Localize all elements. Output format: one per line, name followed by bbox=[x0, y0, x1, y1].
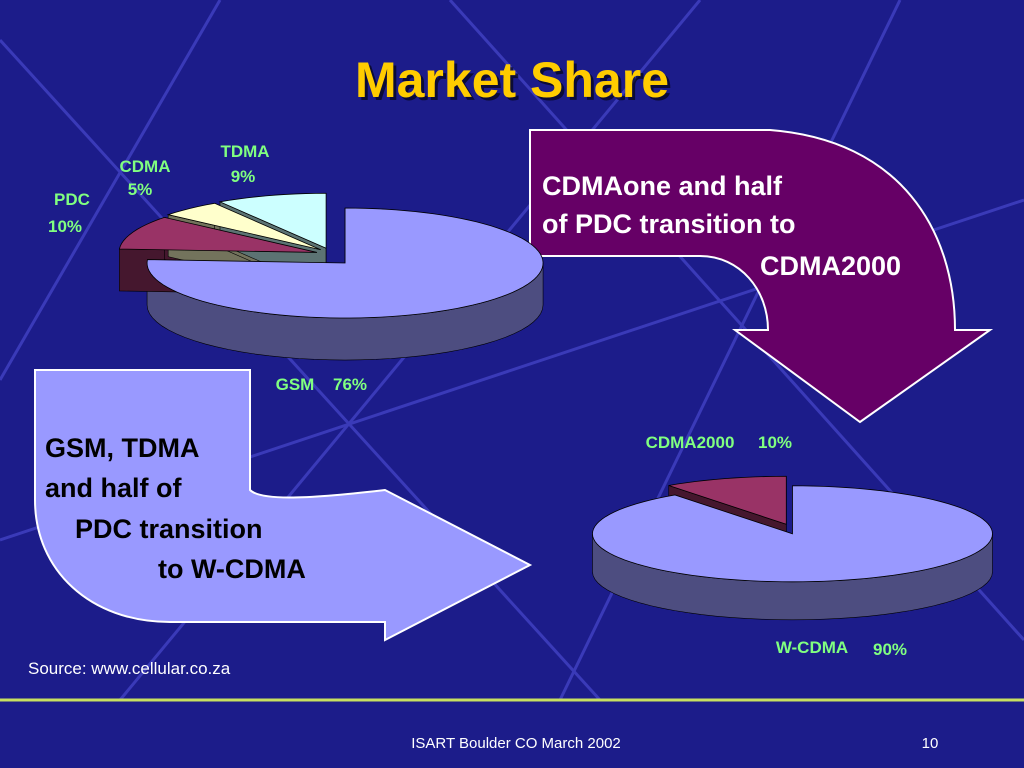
annotation-line: CDMAone and half bbox=[542, 171, 783, 201]
arrow-purple bbox=[529, 129, 994, 424]
pie-slice bbox=[592, 485, 993, 583]
annotation-line: of PDC transition to bbox=[542, 209, 795, 239]
pie-slice bbox=[668, 475, 787, 525]
source: Source: www.cellular.co.za bbox=[28, 659, 231, 678]
title: Market Share bbox=[355, 52, 669, 108]
slice-value-label: 5% bbox=[128, 180, 153, 199]
slice-value-label: 10% bbox=[758, 433, 792, 452]
pie-chart: W-CDMA 90% CDMA2000 10% bbox=[592, 433, 993, 659]
slice-category-label: PDC bbox=[54, 190, 90, 209]
slice-category-label: GSM bbox=[276, 375, 315, 394]
annotation-line: CDMA2000 bbox=[760, 251, 901, 281]
arrow-lavender bbox=[34, 369, 533, 642]
annotation: GSM, TDMA and half of PDC transition to W-C… bbox=[45, 433, 306, 584]
slice-category-label: W-CDMA bbox=[776, 638, 848, 657]
pie-slice bbox=[166, 202, 321, 251]
annotation: CDMAone and half of PDC transition to CDMA… bbox=[542, 171, 901, 281]
pie-slice bbox=[218, 192, 327, 249]
pie-chart: GSM 76% PDC 10% CDMA 5% TDMA 9% bbox=[48, 142, 544, 394]
slice-value-label: 90% bbox=[873, 640, 907, 659]
annotation-line: PDC transition bbox=[75, 514, 263, 544]
annotation-line: GSM, TDMA bbox=[45, 433, 200, 463]
slice-value-label: 9% bbox=[231, 167, 256, 186]
slice-category-label: TDMA bbox=[220, 142, 269, 161]
annotation-line: to W-CDMA bbox=[158, 554, 306, 584]
pie-slice bbox=[146, 207, 544, 319]
slice-category-label: CDMA bbox=[120, 157, 171, 176]
slice-value-label: 76% bbox=[333, 375, 367, 394]
slice-value-label: 10% bbox=[48, 217, 82, 236]
slice-category-label: CDMA2000 bbox=[646, 433, 735, 452]
annotation-line: and half of bbox=[45, 473, 182, 503]
title-shadow: Market Share bbox=[358, 55, 672, 111]
pie-slice bbox=[118, 216, 318, 253]
footer: ISART Boulder CO March 2002 bbox=[411, 735, 621, 752]
page-number: 10 bbox=[922, 735, 939, 752]
